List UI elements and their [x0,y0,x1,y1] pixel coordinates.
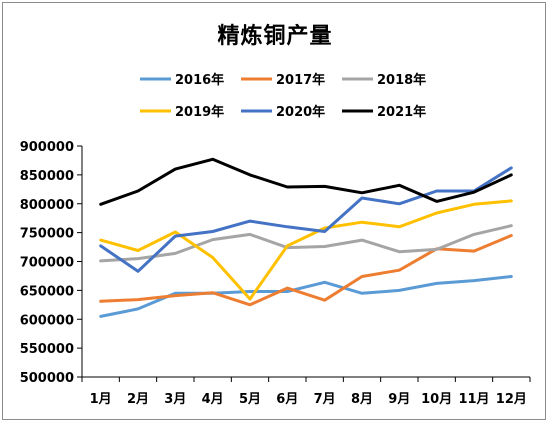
chart-title: 精炼铜产量 [217,24,333,49]
legend: 2016年 2017年 2018年 2019年 2020年 2021年 [140,72,426,120]
series-line-2019年 [99,199,513,301]
series-line-2017年 [99,234,513,307]
y-tick-label: 650000 [20,284,74,299]
series-group [99,157,513,318]
series-line-2021年 [99,157,513,206]
series-line-2018年 [99,224,513,263]
y-tick-label: 850000 [20,169,74,184]
x-tick-label: 11月 [458,392,489,407]
y-tick-label: 600000 [20,313,74,328]
y-tick-label: 500000 [20,371,74,386]
x-tick-label: 6月 [276,392,298,407]
series-line-2020年 [99,166,513,273]
legend-label: 2021年 [377,104,426,120]
y-tick-label: 550000 [20,342,74,357]
x-tick-label: 12月 [496,392,527,407]
x-tick-label: 3月 [164,392,186,407]
x-tick-label: 5月 [239,392,261,407]
x-tick-label: 4月 [202,392,224,407]
legend-label: 2016年 [175,72,224,88]
legend-label: 2020年 [276,104,325,120]
y-tick-label: 750000 [20,227,74,242]
x-tick-label: 2月 [127,392,149,407]
legend-label: 2018年 [377,72,426,88]
axes: 500000 550000 600000 650000 700000 750000 8000… [20,140,531,407]
legend-label: 2017年 [276,72,325,88]
legend-label: 2019年 [175,104,224,120]
x-tick-label: 9月 [388,392,410,407]
y-tick-label: 900000 [20,140,74,155]
y-tick-label: 700000 [20,256,74,271]
y-tick-label: 800000 [20,198,74,213]
x-tick-label: 1月 [90,392,112,407]
x-tick-label: 7月 [314,392,336,407]
chart-frame [2,2,546,420]
x-tick-label: 8月 [351,392,373,407]
x-tick-label: 10月 [421,392,452,407]
